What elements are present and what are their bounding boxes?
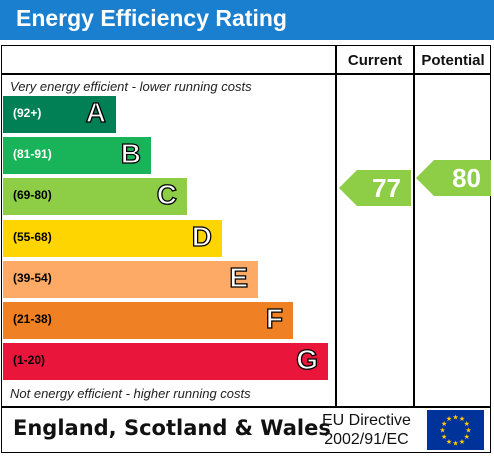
header-divider (1, 73, 491, 75)
band-letter: C (156, 178, 178, 210)
current-rating-arrow: 77 (339, 170, 411, 206)
band-range-label: (55-68) (13, 230, 52, 244)
eu-star-icon: ★ (464, 420, 470, 428)
eu-star-icon: ★ (452, 440, 458, 448)
band-g: (1-20) G (3, 343, 328, 380)
band-a: (92+) A (3, 96, 116, 133)
band-letter: F (265, 302, 283, 334)
potential-rating-value: 80 (452, 163, 481, 193)
footer-divider (1, 406, 491, 408)
country-label: England, Scotland & Wales (13, 416, 331, 440)
band-f: (21-38) F (3, 302, 293, 339)
eu-star-icon: ★ (441, 433, 447, 441)
current-rating-value: 77 (372, 173, 401, 203)
column-divider-potential (413, 45, 415, 407)
band-letter: E (229, 261, 249, 293)
title-bar: Energy Efficiency Rating (0, 0, 494, 40)
rating-table-frame (1, 45, 491, 453)
band-range-label: (1-20) (13, 353, 46, 367)
eu-flag-icon: ★ ★ ★ ★ ★ ★ ★ ★ ★ ★ ★ ★ (427, 410, 484, 450)
band-letter: G (296, 343, 319, 375)
column-divider-current (335, 45, 337, 407)
eu-star-icon: ★ (464, 433, 470, 441)
eu-star-icon: ★ (459, 438, 465, 446)
eu-star-icon: ★ (446, 438, 452, 446)
band-d: (55-68) D (3, 220, 222, 257)
eu-directive-line1: EU Directive (322, 412, 411, 429)
eu-directive-line2: 2002/91/EC (324, 431, 409, 448)
band-letter: B (120, 137, 142, 169)
efficient-caption: Very energy efficient - lower running co… (10, 79, 252, 94)
potential-column-header: Potential (421, 52, 485, 69)
band-range-label: (69-80) (13, 188, 52, 202)
potential-rating-arrow: 80 (416, 160, 491, 196)
band-b: (81-91) B (3, 137, 151, 174)
eu-star-icon: ★ (439, 427, 445, 435)
eu-star-icon: ★ (465, 427, 471, 435)
eu-star-icon: ★ (441, 420, 447, 428)
band-e: (39-54) E (3, 261, 258, 298)
page-title: Energy Efficiency Rating (16, 5, 287, 31)
band-letter: D (191, 220, 213, 252)
eu-directive-label: EU Directive 2002/91/EC (322, 411, 411, 449)
eu-star-icon: ★ (459, 415, 465, 423)
band-range-label: (21-38) (13, 312, 52, 326)
eu-star-icon: ★ (446, 415, 452, 423)
band-c: (69-80) C (3, 178, 187, 215)
inefficient-caption: Not energy efficient - higher running co… (10, 386, 251, 401)
band-range-label: (81-91) (13, 147, 52, 161)
band-letter: A (85, 96, 107, 128)
eu-star-icon: ★ (452, 414, 458, 422)
current-column-header: Current (347, 52, 403, 69)
band-range-label: (39-54) (13, 271, 52, 285)
band-range-label: (92+) (13, 106, 42, 120)
